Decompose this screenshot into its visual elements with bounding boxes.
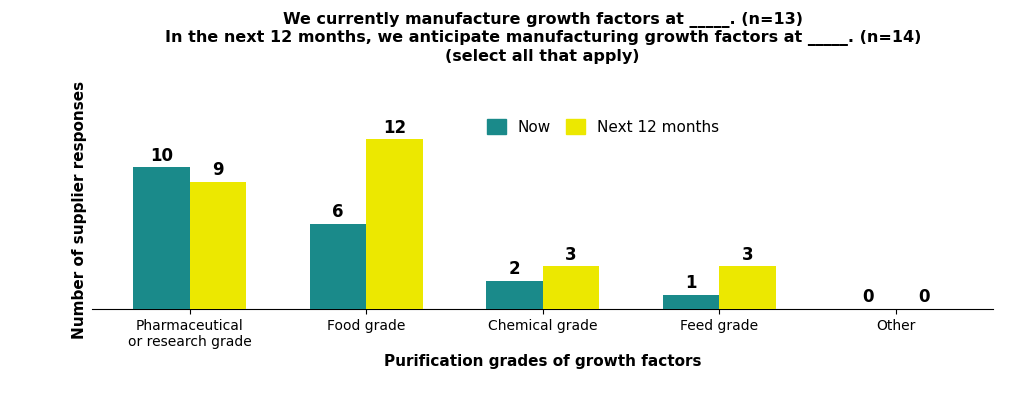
Text: 6: 6 [332, 204, 344, 221]
Text: 0: 0 [862, 288, 873, 307]
Text: 10: 10 [150, 147, 173, 165]
Text: 3: 3 [741, 246, 754, 264]
Bar [367, 139, 423, 309]
Bar [486, 281, 543, 309]
X-axis label: Purification grades of growth factors: Purification grades of growth factors [384, 354, 701, 369]
Text: 0: 0 [919, 288, 930, 307]
Y-axis label: Number of supplier responses: Number of supplier responses [72, 81, 87, 339]
Text: 9: 9 [212, 161, 223, 179]
Text: 12: 12 [383, 119, 406, 137]
Bar [663, 295, 719, 309]
Text: 1: 1 [685, 274, 696, 292]
Bar [189, 182, 246, 309]
Legend: Now, Next 12 months: Now, Next 12 months [487, 118, 719, 135]
Text: We currently manufacture growth factors at _____. (n=13)
In the next 12 months, : We currently manufacture growth factors … [165, 12, 921, 64]
Bar [309, 224, 367, 309]
Text: 3: 3 [565, 246, 577, 264]
Text: 2: 2 [509, 260, 520, 278]
Bar [719, 267, 776, 309]
Bar [543, 267, 599, 309]
Bar [133, 168, 189, 309]
